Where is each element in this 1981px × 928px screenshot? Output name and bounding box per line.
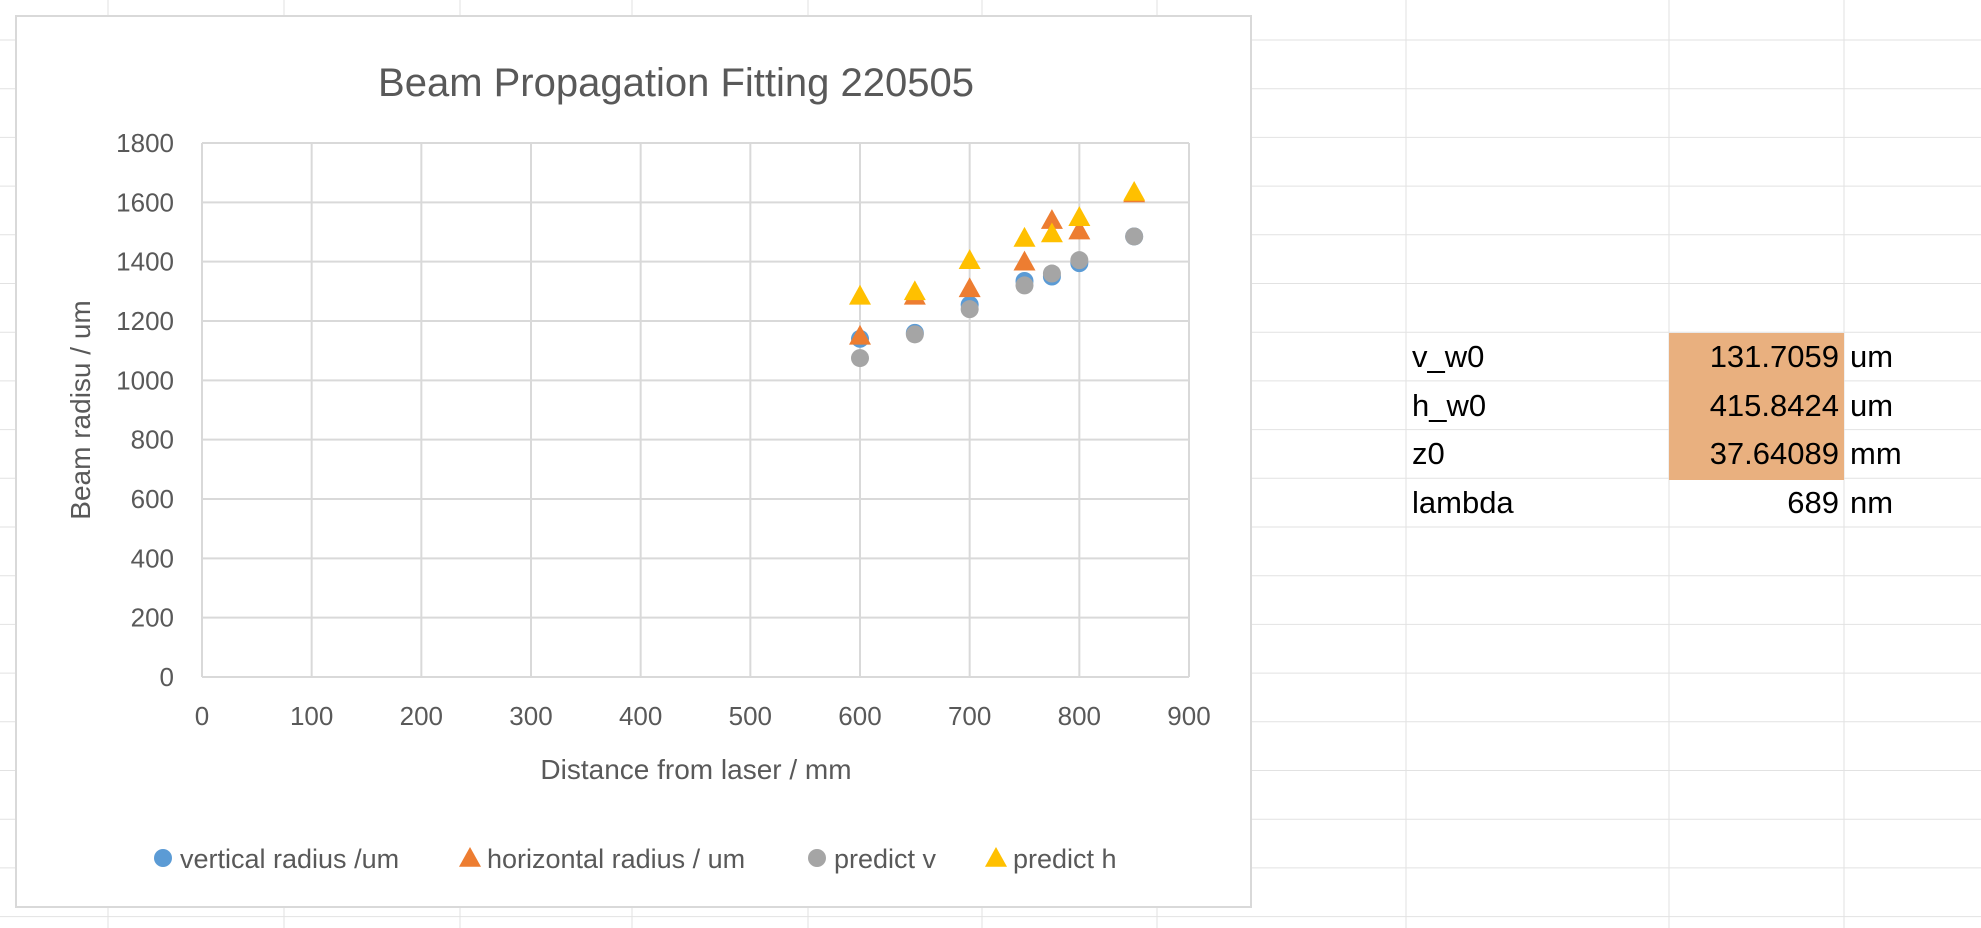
param-label[interactable]: h_w0: [1412, 387, 1487, 423]
x-tick-label: 500: [729, 701, 772, 731]
series-0: [851, 227, 1144, 348]
data-point: [1040, 222, 1063, 243]
x-axis-label: Distance from laser / mm: [540, 754, 851, 785]
x-tick-label: 900: [1167, 701, 1210, 731]
y-tick-label: 1400: [116, 247, 174, 277]
y-tick-label: 1000: [116, 365, 174, 395]
y-axis-label: Beam radisu / um: [65, 300, 96, 519]
data-point: [1040, 209, 1063, 229]
param-label[interactable]: z0: [1412, 436, 1445, 472]
x-tick-label: 800: [1058, 701, 1101, 731]
data-point: [958, 277, 981, 298]
param-unit[interactable]: um: [1850, 339, 1894, 374]
series-3: [849, 180, 1146, 305]
value-highlight: [1669, 430, 1844, 481]
y-tick-label: 0: [160, 662, 174, 692]
legend-marker: [808, 849, 826, 867]
legend-marker: [985, 847, 1007, 867]
x-tick-label: 400: [619, 701, 662, 731]
param-unit[interactable]: um: [1850, 387, 1894, 423]
y-tick-label: 600: [131, 484, 174, 514]
y-tick-label: 200: [131, 603, 174, 633]
data-point: [1015, 276, 1034, 295]
chart-legend: vertical radius /um horizontal radius / u…: [154, 844, 1117, 874]
x-tick-label: 200: [400, 701, 443, 731]
param-label[interactable]: v_w0: [1412, 339, 1485, 374]
legend-label: horizontal radius / um: [487, 844, 745, 874]
x-tick-label: 100: [290, 701, 333, 731]
data-point: [851, 349, 869, 368]
data-point: [849, 284, 871, 305]
data-point: [1042, 264, 1061, 283]
value-highlight: [1669, 333, 1844, 383]
data-point: [958, 249, 981, 269]
data-point: [960, 300, 979, 319]
param-value[interactable]: 689: [1787, 485, 1839, 521]
chart-container[interactable]: [15, 15, 1252, 908]
chart-title: Beam Propagation Fitting 220505: [378, 61, 974, 105]
param-unit[interactable]: mm: [1850, 436, 1902, 472]
data-point: [903, 280, 926, 301]
data-point: [905, 325, 924, 344]
param-value[interactable]: 415.8424: [1709, 387, 1839, 423]
y-tick-label: 400: [131, 543, 174, 573]
series-2: [851, 227, 1144, 368]
data-point: [1068, 206, 1091, 226]
data-point: [1013, 226, 1036, 247]
legend-marker: [459, 847, 481, 867]
data-point: [849, 324, 871, 345]
legend-label: predict v: [834, 844, 937, 874]
data-point: [1013, 250, 1036, 271]
param-label[interactable]: lambda: [1412, 485, 1514, 521]
y-tick-label: 800: [131, 425, 174, 455]
value-highlight: [1669, 381, 1844, 432]
y-tick-label: 1600: [116, 187, 174, 217]
x-tick-label: 600: [838, 701, 881, 731]
x-tick-label: 0: [195, 701, 209, 731]
param-unit[interactable]: nm: [1850, 485, 1894, 521]
param-value[interactable]: 37.64089: [1709, 436, 1839, 472]
x-tick-label: 300: [509, 701, 552, 731]
legend-label: predict h: [1013, 844, 1117, 874]
legend-marker: [154, 849, 172, 867]
data-point: [1068, 219, 1091, 240]
param-value[interactable]: 131.7059: [1709, 339, 1839, 374]
y-tick-label: 1200: [116, 306, 174, 336]
legend-label: vertical radius /um: [180, 844, 399, 874]
data-point: [1070, 251, 1089, 270]
x-tick-label: 700: [948, 701, 991, 731]
y-tick-label: 1800: [116, 128, 174, 158]
data-point: [1125, 227, 1144, 246]
data-point: [1123, 180, 1146, 201]
